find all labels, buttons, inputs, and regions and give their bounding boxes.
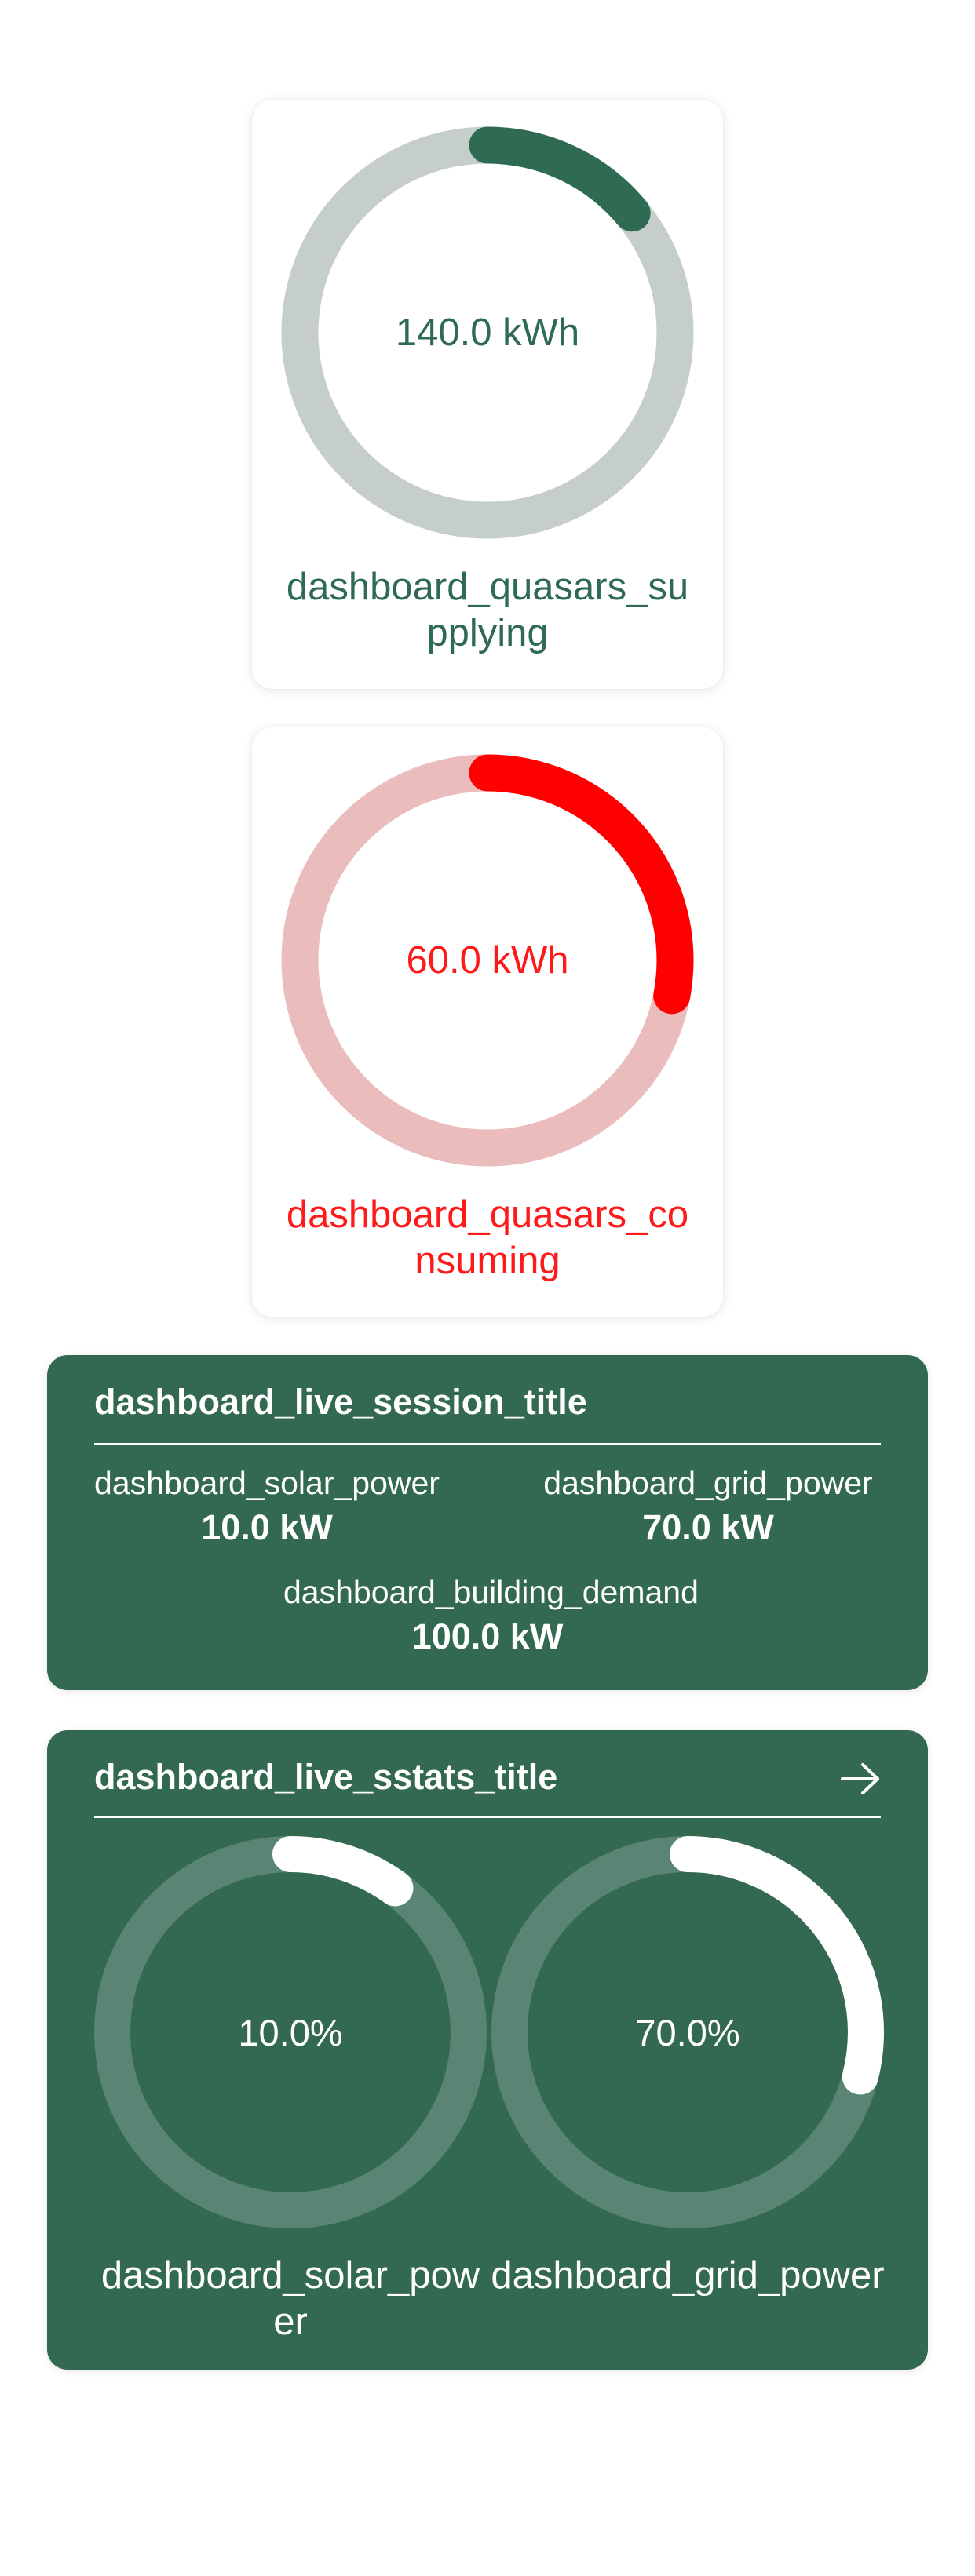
solar-power-value: 10.0 kW <box>201 1507 333 1547</box>
live-stats-card[interactable]: dashboard_live_sstats_title 10.0% 70.0% … <box>47 1730 928 2370</box>
consuming-label: dashboard_quasars_consuming <box>286 1193 689 1282</box>
arrow-right-icon[interactable] <box>840 1762 881 1796</box>
grid-gauge-label: dashboard_grid_power <box>491 2254 885 2297</box>
grid-gauge-progress <box>491 1836 884 2228</box>
solar-power-stat: dashboard_solar_power 10.0 kW <box>63 1463 471 1551</box>
grid-power-label: dashboard_grid_power <box>543 1465 873 1501</box>
consuming-ring-progress <box>281 754 694 1167</box>
supplying-label: dashboard_quasars_supplying <box>286 566 689 654</box>
consuming-progress-ring: 60.0 kWh <box>281 754 694 1167</box>
quasars-consuming-card: 60.0 kWh dashboard_quasars_consuming <box>252 727 723 1317</box>
grid-gauge-value: 70.0% <box>635 2011 740 2053</box>
solar-power-gauge: 10.0% <box>94 1836 487 2228</box>
supplying-value: 140.0 kWh <box>395 312 580 354</box>
live-stats-title: dashboard_live_sstats_title <box>94 1757 558 1797</box>
supplying-progress-ring: 140.0 kWh <box>281 126 694 539</box>
quasars-supplying-card: 140.0 kWh dashboard_quasars_supplying <box>252 100 723 689</box>
building-demand-stat: dashboard_building_demand 100.0 kW <box>283 1572 699 1660</box>
live-session-card: dashboard_live_session_title dashboard_s… <box>47 1355 928 1690</box>
grid-power-stat: dashboard_grid_power 70.0 kW <box>504 1463 912 1551</box>
building-demand-value: 100.0 kW <box>411 1616 564 1656</box>
live-session-divider <box>94 1443 881 1445</box>
solar-gauge-label: dashboard_solar_power <box>100 2254 480 2343</box>
live-session-title: dashboard_live_session_title <box>94 1382 587 1422</box>
consuming-value: 60.0 kWh <box>406 939 569 982</box>
building-demand-label: dashboard_building_demand <box>283 1574 699 1610</box>
grid-power-value: 70.0 kW <box>642 1507 774 1547</box>
solar-power-label: dashboard_solar_power <box>94 1465 440 1501</box>
solar-gauge-progress <box>94 1836 487 2228</box>
supplying-ring-progress <box>281 126 694 539</box>
grid-power-gauge: 70.0% <box>491 1836 884 2228</box>
solar-gauge-value: 10.0% <box>238 2011 343 2053</box>
live-stats-divider <box>94 1816 881 1818</box>
